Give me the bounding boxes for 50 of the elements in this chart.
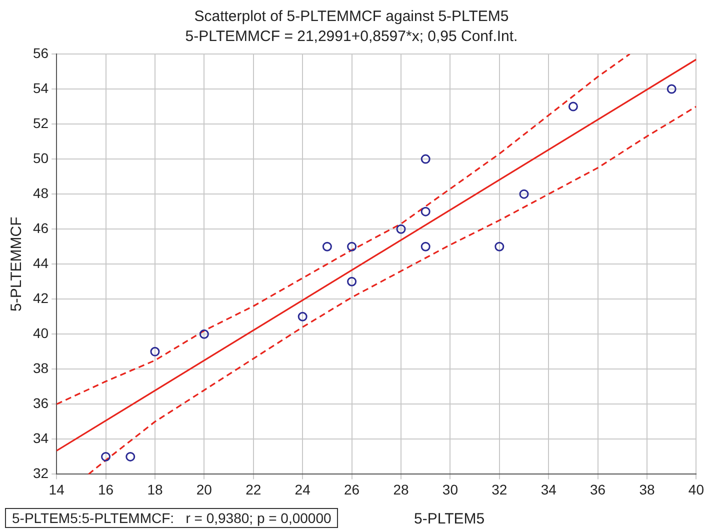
y-tick-label: 36 — [32, 395, 49, 412]
point — [347, 276, 357, 286]
y-tick-label: 48 — [32, 184, 49, 201]
y-axis-title: 5-PLTEMMCF — [8, 216, 26, 312]
y-tick-label: 38 — [32, 360, 49, 376]
x-tick-label: 14 — [48, 481, 65, 498]
y-tick-label: 44 — [32, 254, 49, 271]
point — [420, 242, 430, 252]
x-tick-label: 34 — [540, 481, 557, 498]
point — [126, 452, 136, 462]
y-tick-label: 40 — [32, 324, 49, 341]
point — [420, 206, 430, 216]
y-tick-label: 46 — [32, 220, 49, 236]
x-axis-title: 5-PLTEM5 — [414, 510, 485, 528]
point — [519, 189, 529, 199]
point — [494, 242, 504, 252]
text: 5-PLTEM5:5-PLTEMMCF: r = 0,9380; p = 0,00000 — [5, 508, 338, 528]
point — [150, 346, 160, 356]
line-series — [88, 106, 696, 474]
y-tick-label: 50 — [32, 150, 49, 166]
x-tick-label: 28 — [393, 481, 409, 498]
point — [420, 154, 430, 164]
point — [666, 84, 676, 94]
x-tick-label: 40 — [688, 481, 704, 498]
x-tick-label: 22 — [246, 481, 262, 498]
point — [199, 329, 209, 339]
x-tick-label: 24 — [294, 481, 311, 498]
point — [101, 452, 111, 462]
x-tick-label: 30 — [442, 481, 458, 498]
y-tick-label: 54 — [32, 80, 49, 96]
point — [347, 242, 357, 252]
chart-title: Scatterplot of 5-PLTEMMCF against 5-PLTEM5 — [194, 8, 509, 26]
x-tick-label: 18 — [147, 481, 163, 498]
point — [568, 102, 578, 112]
x-tick-label: 20 — [196, 481, 212, 498]
point — [298, 312, 308, 322]
y-tick-label: 56 — [32, 44, 49, 61]
y-tick-label: 42 — [32, 290, 49, 306]
y-tick-label: 52 — [32, 114, 49, 131]
x-tick-label: 32 — [492, 481, 508, 498]
x-tick-label: 38 — [639, 481, 656, 498]
point — [396, 224, 406, 234]
x-tick-label: 36 — [590, 481, 606, 498]
line-series — [56, 54, 631, 405]
x-tick-label: 26 — [344, 481, 360, 498]
chart-subtitle: 5-PLTEMMCF = 21,2991+0,8597*x; 0,95 Conf.Int. — [185, 28, 518, 46]
x-tick-label: 16 — [98, 481, 114, 498]
y-tick-label: 34 — [32, 430, 49, 446]
y-tick-label: 32 — [32, 465, 49, 482]
point — [322, 242, 332, 252]
